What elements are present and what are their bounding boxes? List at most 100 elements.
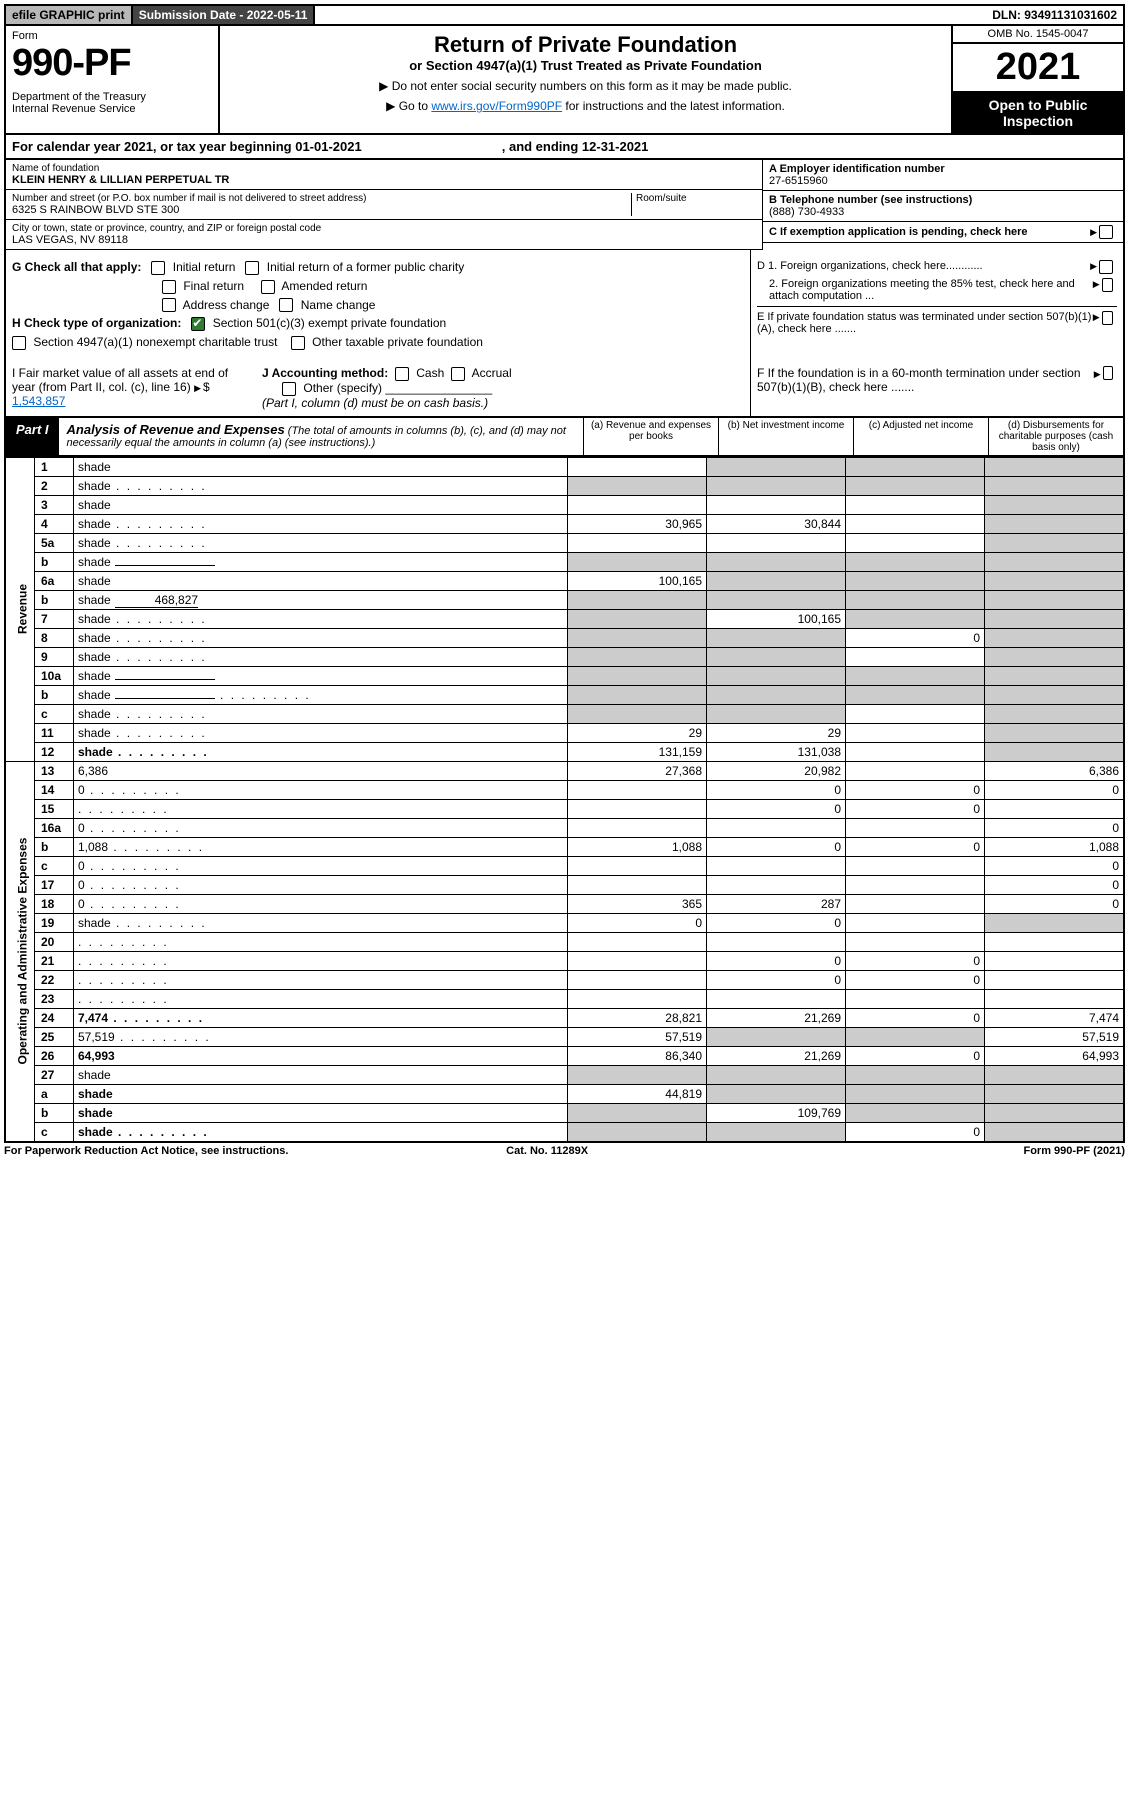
cb-d1[interactable] bbox=[1099, 260, 1113, 274]
cal-end: , and ending 12-31-2021 bbox=[502, 139, 649, 154]
footer-left: For Paperwork Reduction Act Notice, see … bbox=[4, 1145, 288, 1157]
table-row: 1700 bbox=[5, 875, 1124, 894]
calendar-year-row: For calendar year 2021, or tax year begi… bbox=[4, 135, 1125, 160]
expenses-side-label: Operating and Administrative Expenses bbox=[5, 761, 35, 1142]
part1-header: Part I Analysis of Revenue and Expenses … bbox=[4, 418, 1125, 457]
col-b: (b) Net investment income bbox=[718, 418, 853, 455]
table-row: cshade0 bbox=[5, 1122, 1124, 1142]
col-d: (d) Disbursements for charitable purpose… bbox=[988, 418, 1123, 455]
cb-d2[interactable] bbox=[1102, 278, 1113, 292]
table-row: 8shade0 bbox=[5, 628, 1124, 647]
dept-label: Department of the TreasuryInternal Reven… bbox=[12, 91, 212, 115]
irs-link[interactable]: www.irs.gov/Form990PF bbox=[431, 99, 562, 113]
phone-value: (888) 730-4933 bbox=[769, 206, 1117, 218]
cb-amended[interactable] bbox=[261, 280, 275, 294]
part1-table: Revenue1shade2shade3shade4shade30,96530,… bbox=[4, 457, 1125, 1143]
cb-cash[interactable] bbox=[395, 367, 409, 381]
ein-value: 27-6515960 bbox=[769, 175, 1117, 187]
cb-final[interactable] bbox=[162, 280, 176, 294]
table-row: 7shade100,165 bbox=[5, 609, 1124, 628]
cb-other[interactable] bbox=[282, 382, 296, 396]
ein-label: A Employer identification number bbox=[769, 163, 1117, 175]
d2-label: 2. Foreign organizations meeting the 85%… bbox=[769, 278, 1093, 302]
table-row: 247,47428,82121,26907,474 bbox=[5, 1008, 1124, 1027]
submission-date: Submission Date - 2022-05-11 bbox=[133, 6, 316, 24]
table-row: 6ashade100,165 bbox=[5, 571, 1124, 590]
open-public: Open to Public Inspection bbox=[953, 93, 1123, 133]
cb-e[interactable] bbox=[1102, 311, 1113, 325]
addr-label: Number and street (or P.O. box number if… bbox=[12, 193, 631, 204]
cb-initial[interactable] bbox=[151, 261, 165, 275]
form-header: Form 990-PF Department of the TreasuryIn… bbox=[4, 26, 1125, 135]
table-row: bshade109,769 bbox=[5, 1103, 1124, 1122]
city-value: LAS VEGAS, NV 89118 bbox=[12, 234, 756, 246]
table-row: Operating and Administrative Expenses136… bbox=[5, 761, 1124, 780]
cb-initial-former[interactable] bbox=[245, 261, 259, 275]
cb-addrchange[interactable] bbox=[162, 298, 176, 312]
cb-4947[interactable] bbox=[12, 336, 26, 350]
g-row: G Check all that apply: Initial return I… bbox=[12, 260, 744, 275]
table-row: 1803652870 bbox=[5, 894, 1124, 913]
c-label: C If exemption application is pending, c… bbox=[769, 226, 1028, 238]
part1-title: Analysis of Revenue and Expenses (The to… bbox=[59, 418, 583, 455]
checkbox-c[interactable] bbox=[1099, 225, 1113, 239]
j-note: (Part I, column (d) must be on cash basi… bbox=[262, 396, 488, 410]
e-label: E If private foundation status was termi… bbox=[757, 311, 1093, 335]
table-row: 1500 bbox=[5, 799, 1124, 818]
form-number: 990-PF bbox=[12, 42, 212, 85]
city-label: City or town, state or province, country… bbox=[12, 223, 756, 234]
fmv-link[interactable]: 1,543,857 bbox=[12, 394, 65, 408]
revenue-side-label: Revenue bbox=[5, 457, 35, 761]
omb-number: OMB No. 1545-0047 bbox=[953, 26, 1123, 44]
form-title: Return of Private Foundation bbox=[230, 32, 941, 58]
street-address: 6325 S RAINBOW BLVD STE 300 bbox=[12, 204, 631, 216]
top-bar: efile GRAPHIC print Submission Date - 20… bbox=[4, 4, 1125, 26]
form-word: Form bbox=[12, 30, 212, 42]
g-label: G Check all that apply: bbox=[12, 260, 141, 274]
table-row: 2200 bbox=[5, 970, 1124, 989]
name-label: Name of foundation bbox=[12, 163, 756, 174]
table-row: 27shade bbox=[5, 1065, 1124, 1084]
table-row: 19shade00 bbox=[5, 913, 1124, 932]
table-row: cshade bbox=[5, 704, 1124, 723]
table-row: bshade bbox=[5, 685, 1124, 704]
table-row: 11shade2929 bbox=[5, 723, 1124, 742]
dln-label: DLN: 93491131031602 bbox=[986, 6, 1123, 24]
d1-label: D 1. Foreign organizations, check here..… bbox=[757, 260, 983, 274]
table-row: ashade44,819 bbox=[5, 1084, 1124, 1103]
page-footer: For Paperwork Reduction Act Notice, see … bbox=[4, 1145, 1125, 1157]
table-row: 5ashade bbox=[5, 533, 1124, 552]
table-row: 20 bbox=[5, 932, 1124, 951]
cb-othertax[interactable] bbox=[291, 336, 305, 350]
cb-namechange[interactable] bbox=[279, 298, 293, 312]
room-label: Room/suite bbox=[636, 193, 756, 204]
cb-501c3[interactable] bbox=[191, 317, 205, 331]
tax-year: 2021 bbox=[953, 44, 1123, 93]
table-row: bshade bbox=[5, 552, 1124, 571]
col-a: (a) Revenue and expenses per books bbox=[583, 418, 718, 455]
note-ssn: ▶ Do not enter social security numbers o… bbox=[230, 79, 941, 93]
f-label: F If the foundation is in a 60-month ter… bbox=[757, 366, 1094, 410]
efile-label: efile GRAPHIC print bbox=[6, 6, 133, 24]
check-section: G Check all that apply: Initial return I… bbox=[4, 250, 1125, 360]
table-row: 4shade30,96530,844 bbox=[5, 514, 1124, 533]
cal-begin: For calendar year 2021, or tax year begi… bbox=[12, 139, 362, 154]
cb-accrual[interactable] bbox=[451, 367, 465, 381]
table-row: 2100 bbox=[5, 951, 1124, 970]
phone-label: B Telephone number (see instructions) bbox=[769, 194, 1117, 206]
cb-f[interactable] bbox=[1103, 366, 1113, 380]
table-row: c00 bbox=[5, 856, 1124, 875]
table-row: bshade468,827 bbox=[5, 590, 1124, 609]
table-row: Revenue1shade bbox=[5, 457, 1124, 476]
j-label: J Accounting method: bbox=[262, 366, 388, 380]
table-row: 140000 bbox=[5, 780, 1124, 799]
note-url: ▶ Go to www.irs.gov/Form990PF for instru… bbox=[230, 99, 941, 113]
table-row: 9shade bbox=[5, 647, 1124, 666]
table-row: 16a00 bbox=[5, 818, 1124, 837]
table-row: 23 bbox=[5, 989, 1124, 1008]
table-row: 2664,99386,34021,269064,993 bbox=[5, 1046, 1124, 1065]
table-row: 3shade bbox=[5, 495, 1124, 514]
part1-tab: Part I bbox=[6, 418, 59, 455]
footer-cat: Cat. No. 11289X bbox=[506, 1145, 588, 1157]
table-row: b1,0881,088001,088 bbox=[5, 837, 1124, 856]
